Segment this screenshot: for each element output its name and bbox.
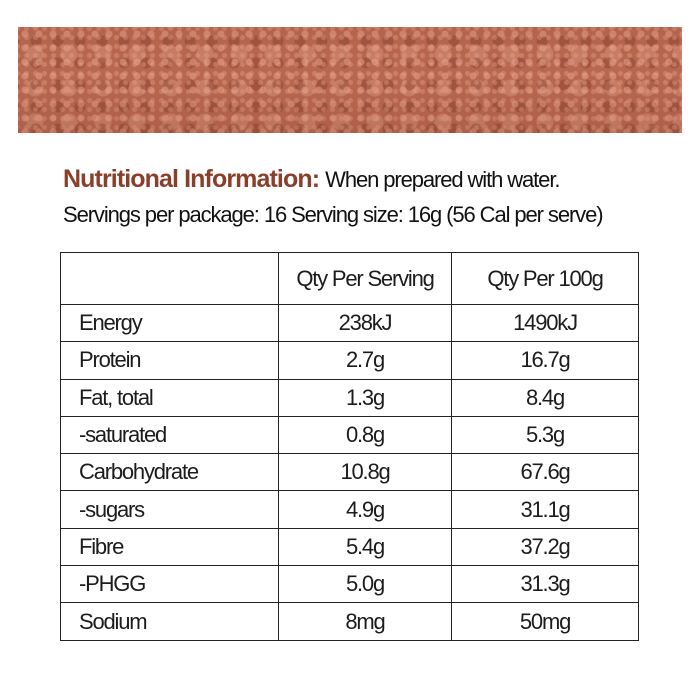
- per-100g-value: 16.7g: [451, 341, 639, 380]
- nutrition-heading: Nutritional Information: When prepared wi…: [63, 165, 560, 194]
- per-serving-value: 2.7g: [278, 341, 452, 380]
- decorative-banner: [18, 27, 682, 133]
- per-serving-value: 0.8g: [278, 415, 452, 455]
- table-row: -PHGG 5.0g 31.3g: [60, 565, 639, 604]
- nutrition-table: Qty Per Serving Qty Per 100g Energy 238kJ…: [60, 252, 639, 641]
- per-100g-value: 31.1g: [451, 490, 639, 529]
- per-100g-value: 67.6g: [451, 453, 639, 492]
- servings-info: Servings per package: 16 Serving size: 1…: [63, 202, 604, 227]
- header-per-serving: Qty Per Serving: [278, 252, 452, 305]
- nutrient-name: -saturated: [60, 415, 279, 455]
- per-100g-value: 37.2g: [451, 527, 639, 567]
- header-nutrient: [60, 252, 279, 305]
- per-serving-value: 5.4g: [278, 527, 452, 567]
- table-row: Carbohydrate 10.8g 67.6g: [60, 453, 639, 492]
- nutrient-name: Fat, total: [60, 378, 279, 417]
- nutrient-name: Carbohydrate: [60, 453, 279, 492]
- per-serving-value: 5.0g: [278, 565, 452, 604]
- per-serving-value: 1.3g: [278, 378, 452, 417]
- heading-subtitle: When prepared with water.: [325, 167, 560, 192]
- per-serving-value: 238kJ: [278, 303, 452, 343]
- nutrient-name: -sugars: [60, 490, 279, 529]
- header-per-100g: Qty Per 100g: [451, 252, 639, 305]
- nutrient-name: Energy: [60, 303, 279, 343]
- nutrient-name: Fibre: [60, 527, 279, 567]
- table-row: Energy 238kJ 1490kJ: [60, 303, 639, 343]
- per-100g-value: 31.3g: [451, 565, 639, 604]
- per-serving-value: 8mg: [278, 602, 452, 641]
- table-row: -sugars 4.9g 31.1g: [60, 490, 639, 529]
- per-100g-value: 8.4g: [451, 378, 639, 417]
- per-serving-value: 4.9g: [278, 490, 452, 529]
- per-100g-value: 50mg: [451, 602, 639, 641]
- table-header-row: Qty Per Serving Qty Per 100g: [60, 252, 639, 305]
- nutrient-name: Protein: [60, 341, 279, 380]
- table-row: Fibre 5.4g 37.2g: [60, 527, 639, 567]
- table-row: Sodium 8mg 50mg: [60, 602, 639, 641]
- per-100g-value: 1490kJ: [451, 303, 639, 343]
- table-row: Protein 2.7g 16.7g: [60, 341, 639, 380]
- per-serving-value: 10.8g: [278, 453, 452, 492]
- heading-title: Nutritional Information:: [63, 165, 320, 193]
- per-100g-value: 5.3g: [451, 415, 639, 455]
- table-row: Fat, total 1.3g 8.4g: [60, 378, 639, 417]
- table-row: -saturated 0.8g 5.3g: [60, 415, 639, 455]
- nutrient-name: Sodium: [60, 602, 279, 641]
- nutrient-name: -PHGG: [60, 565, 279, 604]
